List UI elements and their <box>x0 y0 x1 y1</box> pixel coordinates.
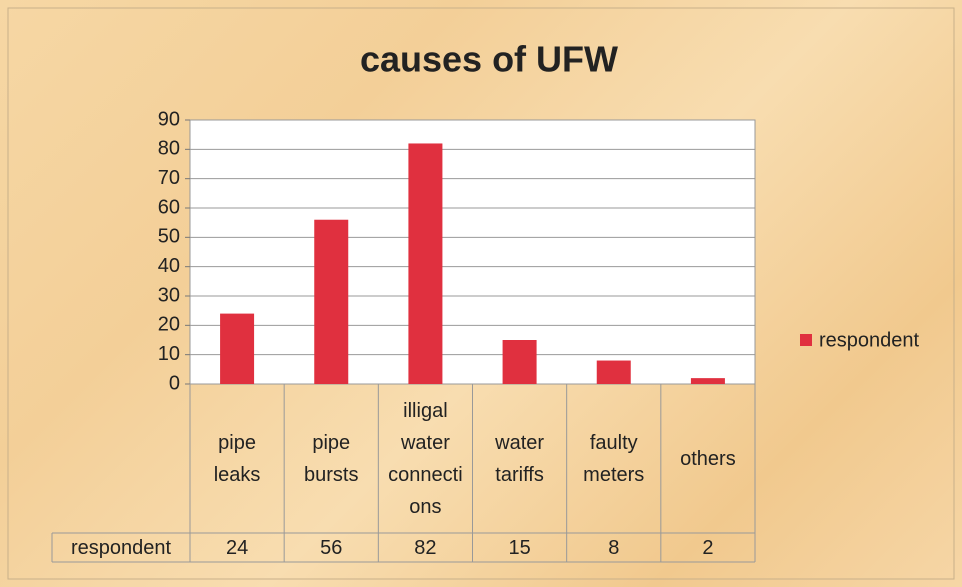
y-tick-label: 40 <box>158 255 180 277</box>
y-tick-label: 90 <box>158 108 180 130</box>
category-label: illigal water connections <box>388 399 463 518</box>
legend-label: respondent <box>819 329 920 351</box>
bar <box>408 143 443 384</box>
bar <box>596 360 631 384</box>
table-value: 56 <box>320 537 342 559</box>
category-label: pipe bursts <box>304 431 359 486</box>
legend-swatch <box>800 334 812 346</box>
table-value: 2 <box>702 537 713 559</box>
y-tick-label: 70 <box>158 167 180 189</box>
y-tick-label: 10 <box>158 343 180 365</box>
table-value: 8 <box>608 537 619 559</box>
bar <box>502 340 537 384</box>
table-value: 24 <box>226 537 248 559</box>
bar <box>690 378 725 384</box>
chart-title: causes of UFW <box>360 39 618 80</box>
y-tick-label: 50 <box>158 226 180 248</box>
table-value: 15 <box>508 537 530 559</box>
table-value: 82 <box>414 537 436 559</box>
y-tick-label: 30 <box>158 284 180 306</box>
chart-border <box>7 7 955 580</box>
y-tick-label: 0 <box>169 372 180 394</box>
plot-area <box>189 119 756 385</box>
category-label: others <box>680 447 736 470</box>
category-label: faulty meters <box>583 431 645 486</box>
y-tick-label: 60 <box>158 196 180 218</box>
category-label: pipe leaks <box>213 431 261 486</box>
bar <box>220 313 255 384</box>
y-tick-label: 80 <box>158 138 180 160</box>
y-tick-label: 20 <box>158 314 180 336</box>
table-row-header: respondent <box>71 537 172 559</box>
bar <box>314 219 349 384</box>
category-label: water tariffs <box>495 431 545 486</box>
